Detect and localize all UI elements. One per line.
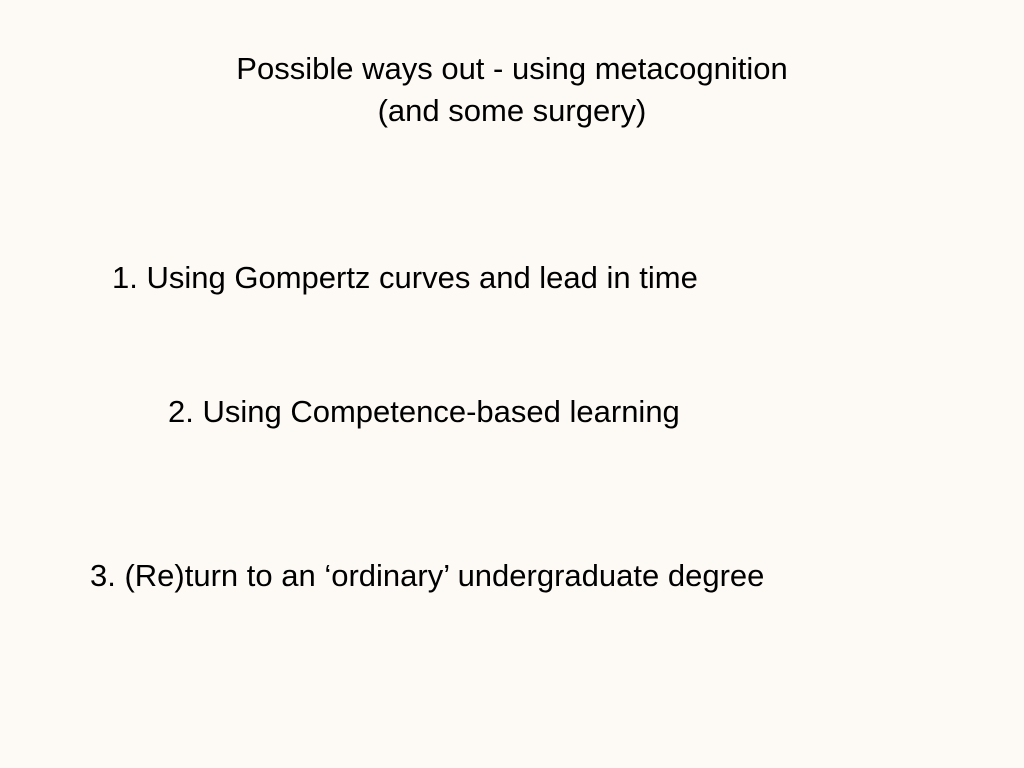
title-line2: (and some surgery) (378, 93, 647, 128)
list-item-2: 2. Using Competence-based learning (168, 394, 680, 430)
title-line1: Possible ways out - using metacognition (236, 51, 787, 86)
list-item-1: 1. Using Gompertz curves and lead in tim… (112, 260, 698, 296)
slide-container: Possible ways out - using metacognition … (0, 0, 1024, 768)
list-item-3: 3. (Re)turn to an ‘ordinary’ undergradua… (90, 558, 764, 594)
slide-title: Possible ways out - using metacognition … (0, 48, 1024, 132)
